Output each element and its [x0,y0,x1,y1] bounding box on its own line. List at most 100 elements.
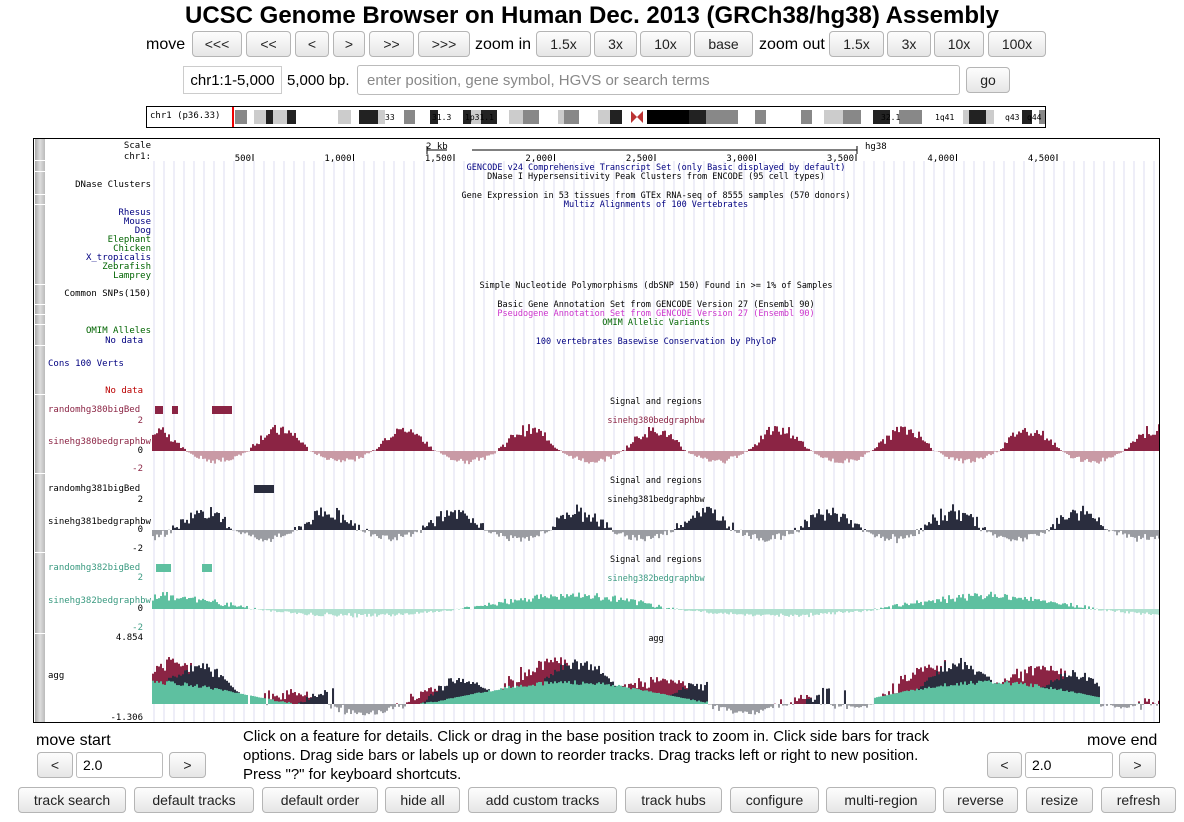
move-end-right-button[interactable]: > [1119,752,1156,778]
signal-bar-track2 [1130,609,1132,612]
zoom-out-1-5x-button[interactable]: 1.5x [829,31,884,57]
move-right-far-button[interactable]: >>> [418,31,470,57]
zoom-out-10x-button[interactable]: 10x [934,31,984,57]
agg-bar [302,696,304,704]
zoom-in-3x-button[interactable]: 3x [594,31,637,57]
signal-bar-track2 [220,605,222,609]
agg-bar [382,704,384,714]
agg-bar [424,701,426,704]
ideogram-band [438,110,450,124]
signal-bar-track2 [298,609,300,613]
signal-bar-track0 [232,451,234,460]
multi-region-button[interactable]: multi-region [826,787,936,813]
signal-bar-track2 [1142,609,1144,614]
omim-alleles-label[interactable]: OMIM Alleles [85,326,151,336]
agg-bar [472,682,474,704]
move-left-far-button[interactable]: <<< [192,31,242,57]
sidebar-multiz[interactable] [35,205,45,285]
hide-all-button[interactable]: hide all [385,787,460,813]
agg-bar [378,704,380,711]
sidebar-ruler[interactable] [35,139,45,161]
signal-bar-track1 [882,530,884,537]
agg-bar [268,698,270,704]
ruler-tick-label: 4,500 [1028,154,1055,164]
agg-bar [288,694,290,704]
sidebar-pseudogene[interactable] [35,315,45,325]
track-image-panel[interactable]: Scale chr1: DNase Clusters Rhesus Mouse … [33,138,1160,723]
move-end-left-button[interactable]: < [987,752,1022,778]
sidebar-snp[interactable] [35,285,45,305]
ideogram-band [598,110,610,124]
reverse-button[interactable]: reverse [943,787,1018,813]
agg-bar [866,704,868,708]
move-left-button[interactable]: < [295,31,329,57]
ideogram-band [450,110,463,124]
sine0-label[interactable]: sinehg380bedgraphbw [48,437,151,447]
signal-bar-track2 [300,609,302,614]
sidebar-track0[interactable] [35,395,45,474]
default-tracks-button[interactable]: default tracks [134,787,254,813]
signal-bar-track0 [492,451,494,455]
agg-bar [692,699,694,704]
signal-bar-track2 [942,596,944,609]
default-order-button[interactable]: default order [262,787,378,813]
random2-label[interactable]: randomhg382bigBed [48,563,141,573]
sidebar-track1[interactable] [35,474,45,553]
move-start-input[interactable] [76,752,163,778]
agg-bar [430,701,432,704]
sidebar-omim[interactable] [35,325,45,346]
chromosome-ideogram[interactable]: chr1 (p36.33) 33 31.3 1p31.1 1q12 32.1 1… [146,106,1046,128]
ideogram-band [235,110,247,124]
signal-bar-track0 [664,430,666,451]
zoom-in-10x-button[interactable]: 10x [640,31,691,57]
sidebar-agg[interactable] [35,634,45,722]
signal-bar-track1 [928,522,930,530]
cons-100-verts-label[interactable]: Cons 100 Verts [48,359,124,369]
add-custom-tracks-button[interactable]: add custom tracks [468,787,617,813]
sidebar-track2[interactable] [35,553,45,634]
agg-bar [484,691,486,704]
zoom-base-button[interactable]: base [694,31,753,57]
dnase-clusters-label[interactable]: DNase Clusters [75,180,151,190]
go-button[interactable]: go [966,67,1010,93]
signal-bar-track1 [884,530,886,541]
zoom-out-3x-button[interactable]: 3x [887,31,931,57]
move-start-right-button[interactable]: > [169,752,206,778]
move-end-input[interactable] [1025,752,1113,778]
common-snps-label[interactable]: Common SNPs(150) [64,289,151,299]
sidebar-cons[interactable] [35,346,45,395]
track-search-button[interactable]: track search [18,787,126,813]
search-input[interactable] [357,65,960,95]
agg-bar [962,684,964,704]
signal-bar-track2 [596,593,598,609]
signal-bar-track1 [766,530,768,542]
track-hubs-button[interactable]: track hubs [625,787,722,813]
agg-bar [646,690,648,704]
signal-bar-track0 [266,435,268,451]
move-right-button[interactable]: > [333,31,365,57]
signal-bar-track0 [282,426,284,451]
zoom-out-100x-button[interactable]: 100x [988,31,1046,57]
sidebar-gencode[interactable] [35,161,45,172]
sidebar-basic-gene[interactable] [35,305,45,315]
signal-bar-track1 [796,530,798,532]
signal-bar-track2 [702,609,704,612]
sidebar-gtex[interactable] [35,195,45,205]
sine2-label[interactable]: sinehg382bedgraphbw [48,596,151,606]
random1-label[interactable]: randomhg381bigBed [48,484,141,494]
agg-bar [806,699,808,704]
configure-button[interactable]: configure [730,787,819,813]
sine1-label[interactable]: sinehg381bedgraphbw [48,517,151,527]
move-start-left-button[interactable]: < [37,752,73,778]
signal-bar-track0 [720,451,722,461]
signal-bar-track0 [818,451,820,456]
move-left-more-button[interactable]: << [246,31,291,57]
resize-button[interactable]: resize [1026,787,1093,813]
random0-label[interactable]: randomhg380bigBed [48,405,141,415]
move-right-more-button[interactable]: >> [369,31,414,57]
track-data-area[interactable]: 2 kb hg38 500 1,000 1,500 2,000 2,500 3,000 3,… [152,139,1159,722]
zoom-in-1-5x-button[interactable]: 1.5x [536,31,591,57]
sidebar-dnase[interactable] [35,172,45,195]
agg-label[interactable]: agg [48,671,65,681]
refresh-button[interactable]: refresh [1101,787,1176,813]
